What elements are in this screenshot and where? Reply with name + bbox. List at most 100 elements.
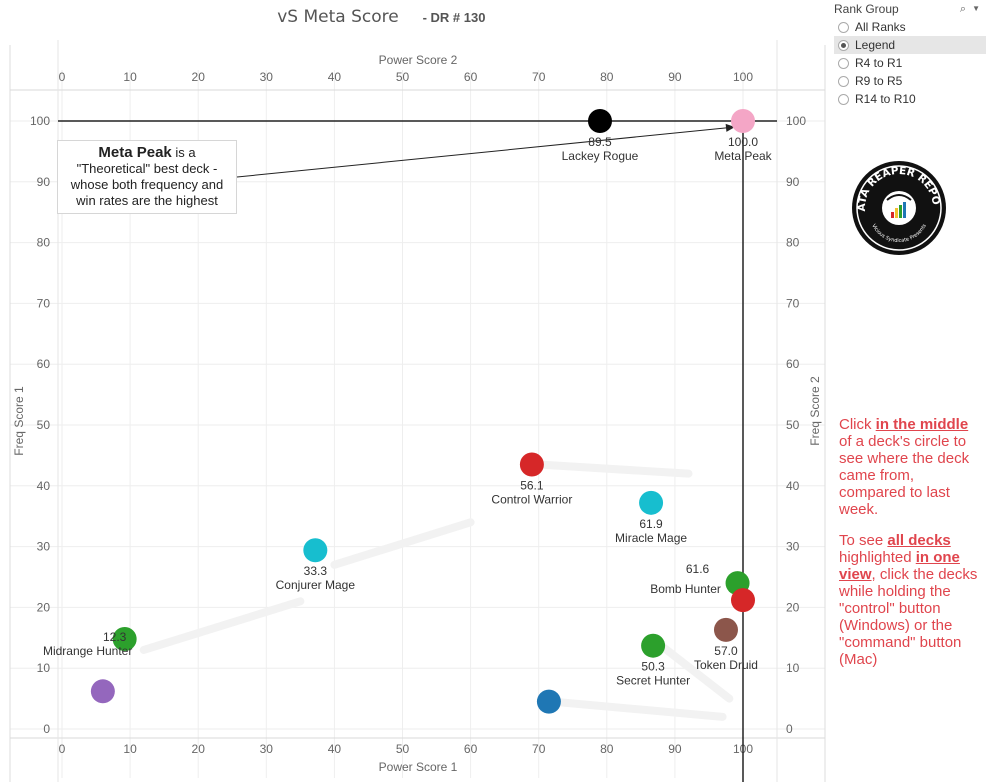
deck-points[interactable] xyxy=(90,109,755,714)
deck-score-label: 50.3 xyxy=(641,660,665,674)
x-top-tick-label: 100 xyxy=(733,70,753,84)
search-icon[interactable]: ⌕ xyxy=(959,3,966,15)
meta-peak-annotation: Meta Peak is a "Theoretical" best deck -… xyxy=(57,140,237,214)
y-left-tick-label: 20 xyxy=(37,600,51,614)
filter-option[interactable]: R14 to R10 xyxy=(834,90,986,108)
deck-point[interactable] xyxy=(731,109,755,133)
y-right-tick-label: 50 xyxy=(786,418,800,432)
y-axis-left-title: Freq Score 1 xyxy=(12,386,26,456)
chevron-down-icon[interactable]: ▼ xyxy=(972,4,980,13)
movement-trail xyxy=(548,697,727,721)
filter-option[interactable]: Legend xyxy=(834,36,986,54)
deck-point[interactable] xyxy=(536,689,561,714)
chart-title-main: vS Meta Score xyxy=(277,7,398,27)
filter-title-text: Rank Group xyxy=(834,2,899,16)
chart-title-sub: - DR # 130 xyxy=(423,10,486,25)
deck-name-label: Meta Peak xyxy=(714,149,772,163)
y-left-tick-label: 90 xyxy=(37,175,51,189)
y-left-tick-label: 60 xyxy=(37,357,51,371)
deck-score-label: 57.0 xyxy=(714,644,738,658)
radio-icon[interactable] xyxy=(838,93,849,105)
radio-icon[interactable] xyxy=(838,21,849,33)
deck-score-label: 89.5 xyxy=(588,135,612,149)
instr-emphasis-one-view: in one view xyxy=(839,549,960,583)
x-top-tick-label: 90 xyxy=(668,70,682,84)
deck-point[interactable] xyxy=(731,588,755,613)
deck-point[interactable] xyxy=(713,617,738,642)
deck-point[interactable] xyxy=(519,452,544,477)
x-top-tick-label: 60 xyxy=(464,70,478,84)
deck-name-label: Token Druid xyxy=(694,658,758,672)
y-right-tick-label: 0 xyxy=(786,722,793,736)
y-left-tick-label: 10 xyxy=(37,661,51,675)
instructions-paragraph-2: To see all decks highlighted in one view… xyxy=(839,532,984,668)
y-left-tick-label: 40 xyxy=(37,479,51,493)
instr-emphasis-all-decks: all decks xyxy=(887,532,951,549)
deck-point[interactable] xyxy=(303,538,328,563)
x-bottom-tick-label: 80 xyxy=(600,742,614,756)
x-top-tick-label: 20 xyxy=(192,70,206,84)
x-top-tick-label: 0 xyxy=(59,70,66,84)
filter-option[interactable]: All Ranks xyxy=(834,18,986,36)
movement-trail xyxy=(657,641,734,703)
movement-trail xyxy=(330,518,475,569)
meta-score-chart: vS Meta Score - DR # 130 0 0 10 10 20 20 30 30 4… xyxy=(9,7,826,782)
deck-score-label: 61.6 xyxy=(686,562,710,576)
filter-option-label: All Ranks xyxy=(855,20,906,34)
movement-trail xyxy=(534,460,693,478)
x-bottom-tick-label: 10 xyxy=(123,742,137,756)
x-top-tick-label: 50 xyxy=(396,70,410,84)
deck-point[interactable] xyxy=(641,633,666,658)
y-axis-right-title: Freq Score 2 xyxy=(808,376,822,446)
x-axis-top-title: Power Score 2 xyxy=(379,53,458,67)
radio-icon[interactable] xyxy=(838,39,849,51)
x-bottom-tick-label: 90 xyxy=(668,742,682,756)
y-left-tick-label: 100 xyxy=(30,114,50,128)
annotation-text-2: "Theoretical" best deck - xyxy=(76,161,218,176)
y-left-tick-label: 30 xyxy=(37,540,51,554)
y-right-tick-label: 100 xyxy=(786,114,806,128)
deck-point[interactable] xyxy=(639,490,664,515)
deck-score-label: 56.1 xyxy=(520,479,544,493)
deck-point[interactable] xyxy=(112,627,137,652)
filter-option[interactable]: R4 to R1 xyxy=(834,54,986,72)
instr-text: , click the decks while holding the "con… xyxy=(839,566,978,668)
annotation-arrow xyxy=(236,123,736,178)
y-right-tick-label: 10 xyxy=(786,661,800,675)
filter-option-label: R14 to R10 xyxy=(855,92,916,106)
deck-score-label: 61.9 xyxy=(639,517,663,531)
filter-options: All Ranks Legend R4 to R1 R9 to R5 R14 to R1… xyxy=(834,18,986,108)
y-right-tick-label: 20 xyxy=(786,600,800,614)
instr-text: of a deck's circle to see where the deck… xyxy=(839,433,970,518)
x-bottom-tick-label: 20 xyxy=(192,742,206,756)
x-bottom-tick-label: 50 xyxy=(396,742,410,756)
x-top-tick-label: 70 xyxy=(532,70,546,84)
y-right-tick-label: 40 xyxy=(786,479,800,493)
meta-peak-reference-lines xyxy=(58,120,777,782)
annotation-text-3: whose both frequency and xyxy=(70,177,224,192)
radio-icon[interactable] xyxy=(838,57,849,69)
x-bottom-tick-label: 0 xyxy=(59,742,66,756)
x-top-tick-label: 10 xyxy=(123,70,137,84)
filter-option[interactable]: R9 to R5 xyxy=(834,72,986,90)
deck-name-label: Lackey Rogue xyxy=(562,149,639,163)
y-left-tick-label: 80 xyxy=(37,236,51,250)
radio-icon[interactable] xyxy=(838,75,849,87)
deck-name-label: Miracle Mage xyxy=(615,531,687,545)
filter-option-label: Legend xyxy=(855,38,896,52)
rank-group-filter: Rank Group ⌕ ▼ All Ranks Legend R4 to R1 R9… xyxy=(834,0,986,108)
deck-point[interactable] xyxy=(587,109,612,133)
data-reaper-logo: DATA REAPER REPORT Vicious Syndicate Pre… xyxy=(851,160,946,255)
x-top-tick-label: 40 xyxy=(328,70,342,84)
instr-text: Click xyxy=(839,416,876,433)
deck-score-label: 12.3 xyxy=(103,630,127,644)
deck-point[interactable] xyxy=(90,679,115,704)
movement-trail xyxy=(139,597,305,654)
x-top-tick-label: 80 xyxy=(600,70,614,84)
y-right-tick-label: 70 xyxy=(786,296,800,310)
instr-text: highlighted xyxy=(839,549,916,566)
instr-emphasis-middle: in the middle xyxy=(875,416,969,433)
deck-name-label: Secret Hunter xyxy=(616,674,690,688)
x-bottom-tick-label: 30 xyxy=(260,742,274,756)
